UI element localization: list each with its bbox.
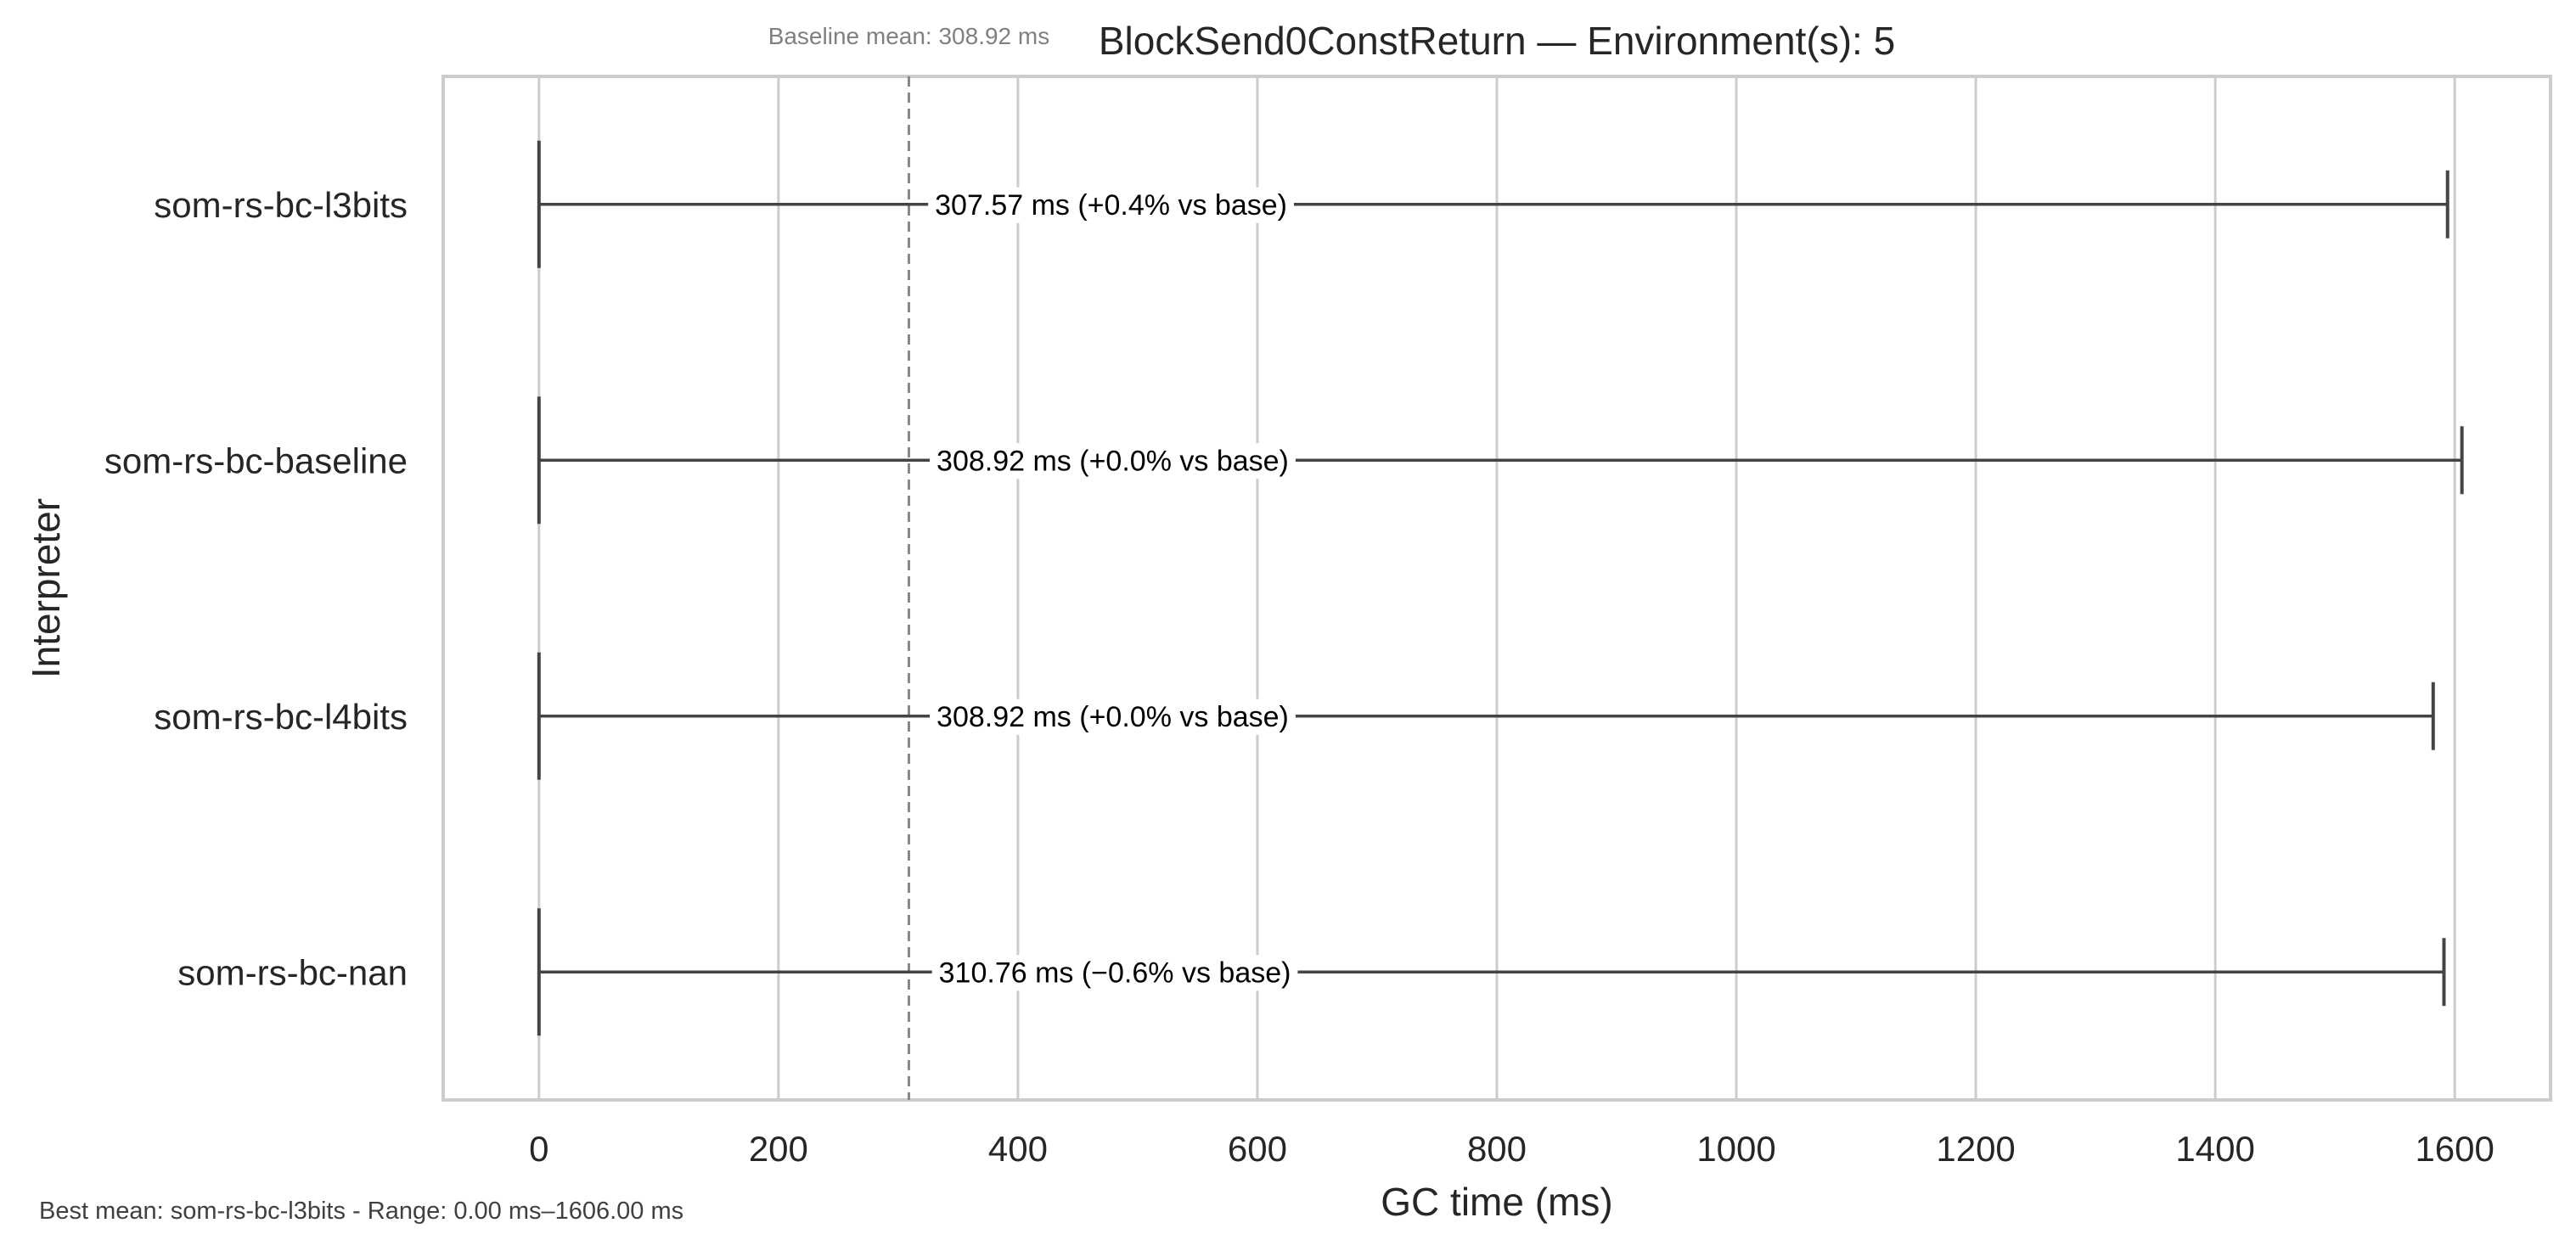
x-axis-ticks: 0 200 400 600 800 1000 1200 1400 1600 <box>529 1129 2494 1169</box>
x-tick-label: 1000 <box>1696 1129 1775 1169</box>
grid-lines <box>537 76 2456 1100</box>
annotation-background <box>928 187 1294 223</box>
annotation-background <box>931 955 1298 991</box>
x-axis-label: GC time (ms) <box>1381 1180 1612 1224</box>
plot-area <box>442 75 2552 1102</box>
x-tick-label: 800 <box>1467 1129 1527 1169</box>
x-tick-label: 1600 <box>2415 1129 2494 1169</box>
baseline-mean-label: Baseline mean: 308.92 ms <box>768 23 1050 49</box>
annotation-background <box>930 443 1296 480</box>
x-tick-label: 0 <box>529 1129 548 1169</box>
y-axis-label: Interpreter <box>24 498 68 678</box>
chart-title: BlockSend0ConstReturn — Environment(s): … <box>1099 19 1895 63</box>
range-bar: 308.92 ms (+0.0% vs base) <box>537 652 2435 780</box>
range-bar: 307.57 ms (+0.4% vs base) <box>537 140 2449 268</box>
range-bar: 310.76 ms (−0.6% vs base) <box>537 908 2446 1036</box>
baseline: Baseline mean: 308.92 ms <box>768 23 1050 1100</box>
x-tick-label: 1200 <box>1936 1129 2015 1169</box>
mean-annotation: 308.92 ms (+0.0% vs base) <box>936 445 1289 477</box>
mean-annotation: 310.76 ms (−0.6% vs base) <box>939 956 1291 989</box>
mean-annotation: 307.57 ms (+0.4% vs base) <box>935 189 1287 222</box>
y-axis-ticks: som-rs-bc-l3bits som-rs-bc-baseline som-rs… <box>104 185 408 993</box>
x-tick-label: 200 <box>749 1129 808 1169</box>
range-bars: 307.57 ms (+0.4% vs base) 308.92 ms (+0.0… <box>537 140 2464 1036</box>
y-tick-label: som-rs-bc-l4bits <box>154 697 408 737</box>
range-bar: 308.92 ms (+0.0% vs base) <box>537 396 2464 525</box>
x-tick-label: 400 <box>988 1129 1048 1169</box>
footnote: Best mean: som-rs-bc-l3bits - Range: 0.0… <box>39 1198 683 1225</box>
x-tick-label: 600 <box>1228 1129 1287 1169</box>
y-tick-label: som-rs-bc-nan <box>177 952 408 992</box>
y-tick-label: som-rs-bc-baseline <box>104 440 408 480</box>
x-tick-label: 1400 <box>2175 1129 2254 1169</box>
mean-annotation: 308.92 ms (+0.0% vs base) <box>936 701 1289 733</box>
y-tick-label: som-rs-bc-l3bits <box>154 185 408 225</box>
annotation-background <box>930 698 1296 735</box>
